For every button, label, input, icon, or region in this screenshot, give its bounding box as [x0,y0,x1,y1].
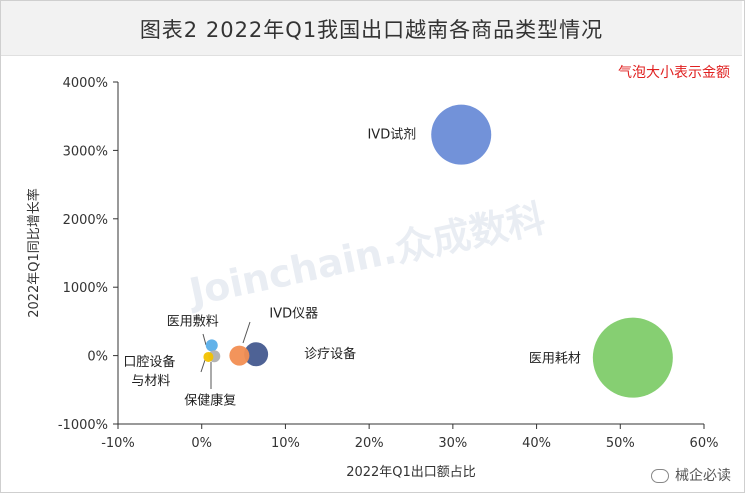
bubble-label-line: 与材料 [131,374,170,389]
bubble-label: IVD仪器 [269,307,318,322]
bubble-医用敷料 [205,339,218,352]
bubble-label: 保健康复 [184,392,236,408]
y-tick-label: -1000% [58,418,108,433]
x-axis-label: 2022年Q1出口额占比 [346,465,476,480]
x-tick-label: 50% [606,436,635,451]
leader-line [242,321,251,344]
wechat-icon [651,469,669,483]
bubble-label: 医用敷料 [167,314,219,329]
bubble-label: 医用耗材 [529,352,581,367]
bubble-IVD仪器 [229,345,250,366]
y-tick-label: 3000% [63,144,108,159]
bubble-医用耗材 [592,317,673,398]
x-tick-label: 30% [438,436,467,451]
source-mark-text: 械企必读 [675,468,731,484]
size-note: 气泡大小表示金额 [618,65,730,81]
y-tick-label: 4000% [63,76,108,91]
y-tick-label: 0% [87,350,108,365]
bubble-label: 诊疗设备 [304,346,356,362]
bubble-label: 口腔设备与材料 [123,354,175,389]
leader-line [202,333,207,346]
watermark: Joinchain.众成数科 [183,196,549,315]
y-axis-label: 2022年Q1同比增长率 [26,188,42,318]
x-tick-label: 10% [271,436,300,451]
chart-title: 图表2 2022年Q1我国出口越南各商品类型情况 [139,18,604,42]
x-tick-label: 60% [690,436,719,451]
y-tick-label: 1000% [63,281,108,296]
bubble-IVD试剂 [431,104,492,165]
bubble-label: IVD试剂 [367,128,416,143]
bubble-诊疗设备 [244,342,269,367]
bubble-label-line: 口腔设备 [123,354,175,370]
leader-line [200,359,206,373]
source-mark: 械企必读 [651,465,731,485]
x-tick-label: 0% [191,436,212,451]
y-tick-label: 2000% [63,213,108,228]
x-tick-label: -10% [101,436,135,451]
title-bar: 图表2 2022年Q1我国出口越南各商品类型情况 [1,1,742,56]
x-tick-label: 20% [355,436,384,451]
bubble-口腔设备与材料 [203,351,214,362]
x-tick-label: 40% [522,436,551,451]
